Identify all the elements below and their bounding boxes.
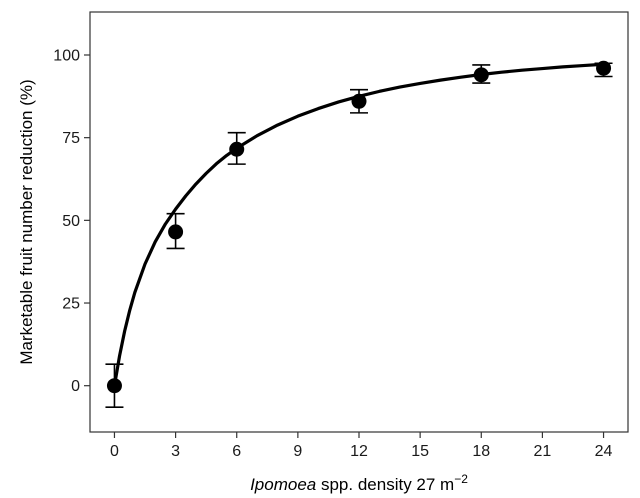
plot-frame (89, 11, 629, 433)
y-tick-label: 0 (71, 378, 80, 395)
data-point (168, 224, 184, 240)
y-axis: 0 25 50 75 100 (53, 47, 90, 395)
x-axis: 0 3 6 9 12 15 18 21 24 (110, 432, 613, 460)
x-axis-label-rest: spp. density 27 m (316, 475, 454, 494)
y-axis-label: Marketable fruit number reduction (%) (17, 79, 36, 364)
x-tick-label: 18 (472, 443, 490, 460)
fitted-curve-layer (112, 62, 604, 386)
x-tick-label: 15 (411, 443, 429, 460)
x-tick-label: 21 (534, 443, 552, 460)
data-point (596, 60, 612, 76)
x-tick-label: 12 (350, 443, 368, 460)
x-tick-label: 9 (293, 443, 302, 460)
fitted-curve (112, 62, 604, 386)
y-tick-label: 25 (62, 296, 80, 313)
x-tick-label: 3 (171, 443, 180, 460)
data-point (351, 93, 367, 109)
data-point (229, 141, 245, 157)
x-axis-label: Ipomoea spp. density 27 m−2 (250, 472, 468, 494)
y-tick-label: 75 (62, 130, 80, 147)
x-axis-label-italic: Ipomoea (250, 475, 316, 494)
x-tick-label: 24 (595, 443, 613, 460)
data-point (106, 378, 122, 394)
y-tick-label: 50 (62, 213, 80, 230)
data-point (473, 67, 489, 83)
x-tick-label: 0 (110, 443, 119, 460)
y-tick-label: 100 (53, 47, 80, 64)
x-axis-label-superscript: −2 (454, 472, 468, 486)
x-tick-label: 6 (232, 443, 241, 460)
data-points-layer (106, 60, 612, 394)
